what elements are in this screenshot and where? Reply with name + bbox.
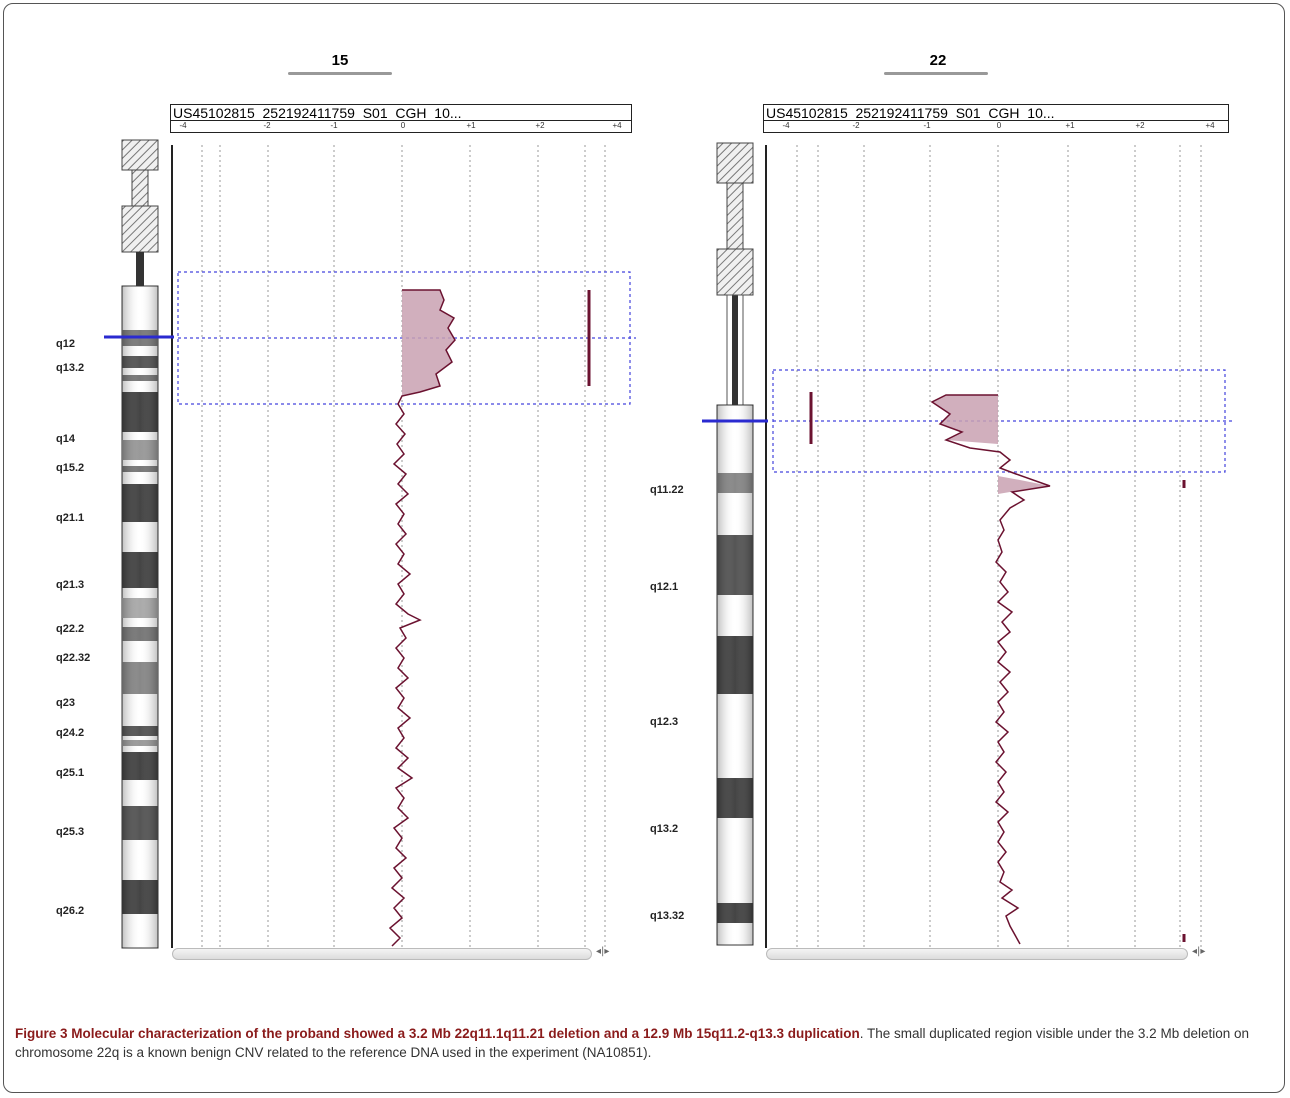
chromosome-22-ideogram	[702, 142, 768, 946]
band-label: q15.2	[56, 462, 85, 474]
chromosome-22-tick-axis: -4 -2 -1 0 +1 +2 +4	[763, 121, 1229, 133]
band-label: q21.3	[56, 579, 85, 591]
chr22-duplication-fill	[998, 476, 1050, 494]
figure-caption: Figure 3 Molecular characterization of t…	[15, 1024, 1277, 1062]
figure-title: Molecular characterization of the proban…	[71, 1026, 860, 1041]
chromosome-15-header-bar	[288, 72, 392, 75]
figure-frame	[3, 3, 1285, 1093]
chromosome-22-sample-id: US45102815_252192411759_S01_CGH_10...	[763, 104, 1229, 121]
chr22-log-ratio-trace	[930, 394, 1051, 945]
chr15-gridlines	[201, 145, 606, 948]
chr15-duplication-fill	[402, 290, 455, 396]
chr22-deletion-fill	[932, 395, 998, 444]
tick-label: +2	[535, 121, 545, 130]
chromosome-15-tick-axis: -4 -2 -1 0 +1 +2 +4	[170, 121, 632, 133]
chromosome-15-sample-id: US45102815_252192411759_S01_CGH_10...	[170, 104, 632, 121]
band-label: q25.3	[56, 826, 85, 838]
chromosome-15-title: 15	[331, 52, 349, 69]
chr22-gridlines	[796, 145, 1202, 948]
tick-label: -1	[330, 121, 338, 130]
band-label: q12.1	[650, 581, 679, 593]
band-label: q12.3	[650, 716, 679, 728]
band-label: q11.22	[650, 484, 684, 496]
band-label: q22.2	[56, 623, 85, 635]
tick-label: 0	[996, 121, 1002, 130]
band-label: q25.1	[56, 767, 85, 779]
band-label: q23	[56, 697, 75, 709]
band-label: q13.32	[650, 910, 685, 922]
chromosome-22-title: 22	[929, 52, 947, 69]
chr22-scroll-arrows[interactable]: ◂|▸	[1192, 946, 1206, 957]
chr15-scroll-arrows[interactable]: ◂|▸	[596, 946, 610, 957]
tick-label: +2	[1135, 121, 1145, 130]
band-label: q21.1	[56, 512, 85, 524]
figure-label: Figure 3	[15, 1026, 68, 1041]
tick-label: 0	[400, 121, 406, 130]
chromosome-22-header-bar	[884, 72, 988, 75]
tick-label: -4	[179, 121, 187, 130]
tick-label: +1	[1065, 121, 1075, 130]
tick-label: -2	[852, 121, 860, 130]
tick-label: -4	[782, 121, 790, 130]
band-label: q13.2	[56, 362, 85, 374]
chr22-scrollbar[interactable]	[766, 948, 1188, 960]
tick-label: +4	[612, 121, 622, 130]
chr15-scrollbar[interactable]	[172, 948, 592, 960]
band-label: q24.2	[56, 727, 85, 739]
figure-caption-text: . The small duplicated region visible un…	[15, 1026, 1250, 1060]
tick-label: +4	[1205, 121, 1215, 130]
chr15-log-ratio-trace	[388, 289, 456, 947]
tick-label: +1	[466, 121, 476, 130]
tick-label: -2	[263, 121, 271, 130]
band-label: q13.2	[650, 823, 679, 835]
band-label: q26.2	[56, 905, 85, 917]
band-label: q14	[56, 433, 75, 445]
chromosome-15-ideogram	[104, 139, 174, 949]
tick-label: -1	[923, 121, 931, 130]
band-label: q12	[56, 338, 75, 350]
band-label: q22.32	[56, 652, 91, 664]
